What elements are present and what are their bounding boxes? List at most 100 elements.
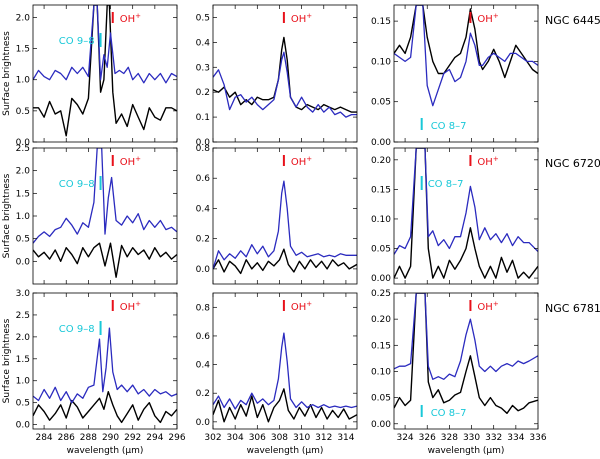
series-blue-line [213, 51, 357, 118]
y-tick-label: 0.0 [16, 138, 31, 148]
y-tick-label: 0.2 [196, 88, 210, 98]
y-tick-label: 1.5 [16, 355, 30, 365]
y-tick-label: 0.8 [196, 144, 211, 154]
x-tick-label: 292 [124, 433, 141, 443]
oh-label: OH+ [120, 155, 141, 168]
y-tick-label: 2.0 [16, 167, 31, 177]
panel-frame [393, 292, 539, 430]
y-tick-label: 0.20 [371, 156, 391, 166]
panel-r1-c2: 0.00 0.05 0.10 0.15 0.20 OH+ CO 8–7 NGC 6720 [371, 147, 600, 285]
panel-r0-c1: 0.0 0.1 0.2 0.3 0.4 0.5 OH+ [196, 4, 358, 148]
oh-label: OH+ [120, 12, 141, 25]
x-tick-label: 328 [441, 433, 458, 443]
x-tick-label: 296 [168, 433, 185, 443]
panel-frame [212, 292, 358, 430]
x-tick-label: 332 [485, 433, 502, 443]
y-tick-label: 0.00 [371, 274, 391, 284]
series-black-line [33, 5, 177, 137]
co-label: CO 8–7 [431, 408, 467, 419]
panel-r1-c0: 0.0 0.5 1.0 1.5 2.0 2.5 OH+ CO 9–8 Surface brigh… [2, 144, 178, 285]
y-tick-label: 2.0 [16, 333, 31, 343]
x-tick-label: 336 [529, 433, 546, 443]
series-black-line [394, 148, 538, 279]
y-tick-label: 0.3 [196, 63, 210, 73]
y-tick-label: 0.20 [371, 315, 391, 325]
x-tick-label: 288 [80, 433, 97, 443]
panel-frame [32, 4, 178, 143]
object-label: NGC 6720 [545, 157, 600, 170]
y-axis-title: Surface brightness [2, 173, 12, 258]
x-axis-title: wavelength (μm) [247, 446, 324, 456]
panel-r0-c2: 0.00 0.05 0.10 0.15 OH+ CO 8–7 NGC 6445 [371, 4, 600, 148]
x-axis-title: wavelength (μm) [428, 446, 505, 456]
x-tick-label: 334 [507, 433, 524, 443]
y-tick-label: 0.6 [196, 332, 211, 342]
y-tick-label: 0.10 [371, 57, 391, 67]
y-tick-label: 0.25 [371, 289, 391, 299]
y-tick-label: 1.0 [16, 212, 31, 222]
y-tick-label: 0.05 [371, 98, 391, 108]
y-tick-label: 0.2 [196, 389, 210, 399]
panel-r2-c1: 0.0 0.2 0.4 0.6 0.8 302 304 306 308 310 312 314 OH+ [196, 292, 358, 443]
co-label: CO 8–7 [431, 121, 467, 132]
y-tick-label: 0.0 [16, 257, 31, 267]
series-black-line [33, 391, 177, 424]
x-tick-label: 324 [396, 433, 413, 443]
series-blue-line [33, 327, 177, 404]
y-tick-label: 2.5 [16, 311, 30, 321]
y-tick-label: 0.05 [371, 394, 391, 404]
panel-r0-c0: 0.0 0.5 1.0 1.5 2.0 OH+ CO 9–8 Surface brightne… [2, 4, 178, 148]
series-blue-line [213, 180, 357, 270]
series-blue-line [394, 148, 538, 255]
y-tick-label: 0.4 [196, 204, 211, 214]
series-blue-line [33, 5, 177, 84]
panel-frame [212, 147, 358, 285]
y-tick-label: 0.00 [371, 420, 391, 430]
y-tick-label: 1.0 [16, 377, 31, 387]
co-label: CO 9–8 [59, 179, 95, 190]
series-black-line [213, 248, 357, 275]
y-tick-label: 0.0 [196, 418, 211, 428]
y-tick-label: 0.05 [371, 245, 391, 255]
x-tick-label: 302 [204, 433, 221, 443]
oh-label: OH+ [291, 12, 312, 25]
series-black-line [213, 36, 357, 113]
oh-superscript: + [306, 300, 312, 308]
panel-r2-c0: 0.0 0.5 1.0 1.5 2.0 2.5 3.0 284 286 288 290 292 294 2… [2, 289, 186, 443]
y-tick-label: 0.2 [196, 235, 210, 245]
oh-superscript: + [306, 155, 312, 163]
y-tick-label: 2.0 [16, 13, 31, 23]
oh-superscript: + [135, 12, 141, 20]
x-tick-label: 314 [337, 433, 354, 443]
series-black-line [394, 5, 538, 79]
y-tick-label: 0.5 [16, 107, 30, 117]
x-tick-label: 304 [227, 433, 244, 443]
oh-superscript: + [493, 155, 499, 163]
y-tick-label: 0.4 [196, 361, 211, 371]
y-tick-label: 0.15 [371, 185, 391, 195]
x-tick-label: 312 [315, 433, 332, 443]
oh-superscript: + [493, 300, 499, 308]
x-tick-label: 326 [419, 433, 436, 443]
y-tick-label: 0.4 [196, 38, 211, 48]
oh-label: OH+ [477, 155, 498, 168]
oh-superscript: + [135, 155, 141, 163]
y-tick-label: 0.6 [196, 174, 211, 184]
co-label: CO 9–8 [59, 324, 95, 335]
y-tick-label: 0.0 [196, 138, 211, 148]
series-black-line [33, 242, 177, 278]
y-tick-label: 0.0 [16, 421, 31, 431]
object-label: NGC 6445 [545, 14, 600, 27]
panel-frame [212, 4, 358, 143]
series-black-line [213, 388, 357, 423]
y-tick-label: 2.5 [16, 144, 30, 154]
oh-label: OH+ [291, 300, 312, 313]
y-tick-label: 0.5 [16, 235, 30, 245]
y-tick-label: 0.00 [371, 138, 391, 148]
y-tick-label: 1.5 [16, 189, 30, 199]
y-tick-label: 0.5 [16, 399, 30, 409]
oh-superscript: + [306, 12, 312, 20]
x-tick-label: 308 [271, 433, 288, 443]
x-tick-label: 330 [463, 433, 480, 443]
object-label: NGC 6781 [545, 302, 600, 315]
